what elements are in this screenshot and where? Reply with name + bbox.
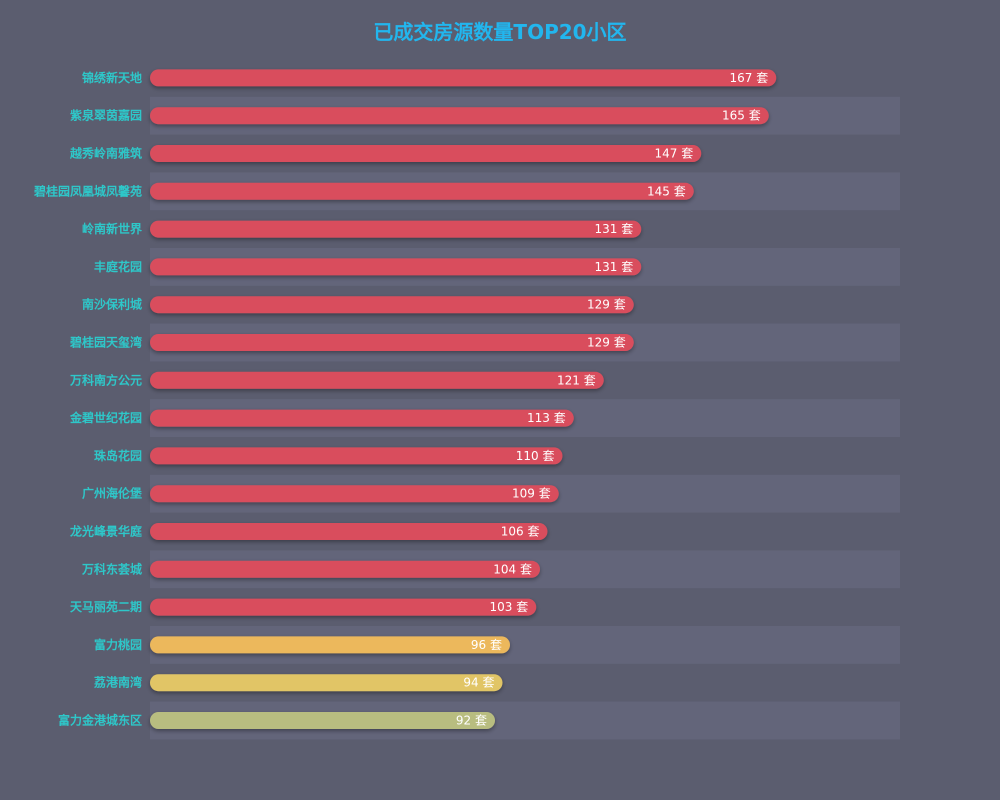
value-label: 129 套 [587,298,626,312]
category-label: 岭南新世界 [82,221,142,236]
category-label: 碧桂园凤凰城凤馨苑 [33,183,142,198]
value-label: 131 套 [595,222,634,236]
value-label: 165 套 [722,109,761,123]
value-label: 147 套 [655,147,694,161]
chart-title: 已成交房源数量TOP20小区 [373,20,627,44]
bar[interactable] [150,485,559,503]
bar[interactable] [150,674,503,692]
bar[interactable] [150,371,604,389]
bar[interactable] [150,334,634,351]
category-label: 广州海伦堡 [82,486,142,501]
value-label: 131 套 [595,260,634,274]
bar[interactable] [150,409,574,427]
category-label: 天马丽苑二期 [70,599,142,614]
category-label: 珠岛花园 [94,448,142,463]
bar[interactable] [150,598,537,616]
value-label: 110 套 [516,449,555,463]
category-labels: 锦绣新天地紫泉翠茵嘉园越秀岭南雅筑碧桂园凤凰城凤馨苑岭南新世界丰庭花园南沙保利城… [33,70,142,728]
value-label: 103 套 [490,600,529,614]
value-label: 92 套 [456,714,487,728]
bar[interactable] [150,712,495,729]
value-label: 113 套 [527,411,566,425]
value-label: 96 套 [471,638,502,652]
bar[interactable] [150,523,548,540]
bar[interactable] [150,145,702,162]
category-label: 紫泉翠茵嘉园 [70,108,142,123]
category-label: 南沙保利城 [82,297,142,312]
category-label: 万科南方公元 [69,372,142,387]
value-label: 106 套 [501,525,540,539]
category-label: 金碧世纪花园 [69,410,142,425]
value-label: 167 套 [730,71,769,85]
category-label: 富力金港城东区 [58,713,142,728]
value-label: 109 套 [512,487,551,501]
bar[interactable] [150,560,540,578]
value-label: 94 套 [463,676,494,690]
value-label: 145 套 [647,184,686,198]
bar[interactable] [150,107,769,125]
category-label: 丰庭花园 [94,259,142,274]
bar[interactable] [150,296,634,314]
value-label: 121 套 [557,373,596,387]
category-label: 富力桃园 [94,637,142,652]
bar[interactable] [150,636,510,654]
bar[interactable] [150,69,777,87]
category-label: 越秀岭南雅筑 [69,146,142,161]
category-label: 锦绣新天地 [82,70,142,85]
category-label: 荔港南湾 [93,675,142,690]
bar[interactable] [150,447,563,465]
bar[interactable] [150,220,642,238]
category-label: 龙光峰景华庭 [70,524,142,539]
bar[interactable] [150,182,694,200]
value-label: 104 套 [493,562,532,576]
category-label: 碧桂园天玺湾 [69,335,142,350]
bars [150,69,777,729]
bar[interactable] [150,258,642,276]
value-label: 129 套 [587,336,626,350]
category-label: 万科东荟城 [81,561,142,576]
value-labels: 167 套 165 套 147 套 145 套 131 套 131 套 129 套 129 套… [456,71,768,728]
